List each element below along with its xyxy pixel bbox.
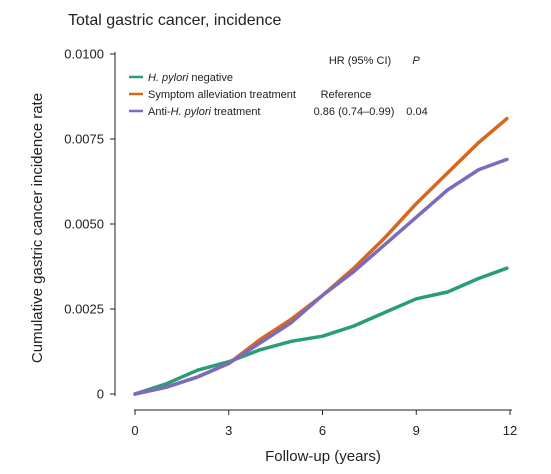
legend-label-h-pylori-negative-italic: H. pylori — [148, 72, 189, 84]
legend-label-anti-h-pylori-prefix: Anti- — [148, 106, 171, 118]
x-tick-label: 9 — [413, 423, 420, 438]
y-tick-label: 0.0050 — [64, 217, 104, 232]
x-tick-label: 3 — [225, 423, 232, 438]
series-lines — [133, 116, 509, 396]
legend: HR (95% CI) P H. pylori negative Symptom… — [129, 55, 428, 118]
chart-title: Total gastric cancer, incidence — [68, 12, 282, 29]
legend-label-symptom-alleviation: Symptom alleviation treatment — [148, 89, 296, 101]
x-tick-label: 12 — [503, 423, 517, 438]
y-tick-label: 0.0025 — [64, 302, 104, 317]
legend-hr-anti-h-pylori: 0.86 (0.74–0.99) — [314, 106, 395, 118]
x-axis-label: Follow-up (years) — [265, 448, 381, 465]
y-tick-label: 0.0075 — [64, 132, 104, 147]
y-ticks: 0 0.0025 0.0050 0.0075 0.0100 — [64, 47, 115, 402]
y-axis-label: Cumulative gastric cancer incidence rate — [29, 93, 46, 363]
legend-label-anti-h-pylori-italic: H. pylori — [171, 106, 212, 118]
legend-label-anti-h-pylori-rest: treatment — [211, 106, 261, 118]
legend-hr-header: HR (95% CI) — [329, 55, 391, 67]
series-line-symptom-alleviation-treatment — [133, 116, 509, 396]
x-ticks: 0 3 6 9 12 — [131, 410, 517, 438]
x-tick-label: 6 — [319, 423, 326, 438]
series-line-anti-h-pylori-treatment — [133, 157, 509, 396]
legend-label-anti-h-pylori: Anti-H. pylori treatment — [148, 106, 261, 118]
legend-p-header: P — [412, 55, 420, 67]
y-tick-label: 0.0100 — [64, 47, 104, 62]
legend-p-anti-h-pylori: 0.04 — [406, 106, 427, 118]
legend-label-h-pylori-negative: H. pylori negative — [148, 72, 233, 84]
legend-hr-symptom-alleviation: Reference — [321, 89, 372, 101]
legend-label-h-pylori-negative-rest: negative — [188, 72, 233, 84]
x-tick-label: 0 — [131, 423, 138, 438]
series-line-h-pylori-negative — [133, 266, 509, 396]
y-tick-label: 0 — [97, 387, 104, 402]
